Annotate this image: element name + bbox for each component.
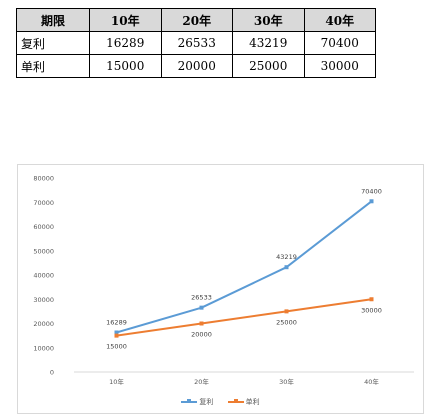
data-label: 15000 <box>106 343 127 351</box>
table-header-cell: 期限 <box>16 8 90 32</box>
chart-legend: 复利 单利 <box>18 397 423 407</box>
y-tick-label: 30000 <box>33 296 54 304</box>
table-header-row: 期限 10年 20年 30年 40年 <box>16 8 376 32</box>
table-header-cell: 30年 <box>232 8 305 32</box>
data-label: 43219 <box>276 253 297 261</box>
data-point <box>199 305 204 310</box>
data-point <box>369 297 374 302</box>
data-table: 期限 10年 20年 30年 40年 复利 16289 26533 43219 … <box>16 8 376 78</box>
data-point <box>284 265 289 270</box>
table-row-label: 复利 <box>16 31 90 55</box>
legend-label: 复利 <box>199 398 214 406</box>
data-label: 20000 <box>191 331 212 339</box>
table-cell: 70400 <box>303 31 376 55</box>
table-row-label: 单利 <box>16 54 90 78</box>
chart-plot: 0 10000 20000 30000 40000 50000 60000 70000 8000… <box>33 175 414 386</box>
data-point <box>114 330 119 335</box>
table-cell: 30000 <box>303 54 376 78</box>
table-header-cell: 40年 <box>303 8 376 32</box>
data-label: 70400 <box>361 187 382 195</box>
legend-swatch-simple <box>227 399 244 403</box>
x-tick-label: 20年 <box>194 377 209 386</box>
table-row: 复利 16289 26533 43219 70400 <box>16 31 376 55</box>
y-tick-label: 10000 <box>33 344 54 352</box>
series-line <box>115 298 373 337</box>
table-cell: 20000 <box>160 54 233 78</box>
table-cell: 43219 <box>232 31 305 55</box>
series-line <box>115 200 373 334</box>
legend-swatch-compound <box>181 399 198 403</box>
data-point <box>284 309 289 314</box>
legend-label: 单利 <box>245 398 260 406</box>
y-tick-label: 40000 <box>33 272 54 280</box>
y-tick-label: 60000 <box>33 223 54 231</box>
table-header-cell: 20年 <box>160 8 233 32</box>
x-tick-label: 10年 <box>109 377 124 386</box>
y-tick-label: 80000 <box>33 175 54 183</box>
data-point <box>114 333 119 338</box>
x-tick-label: 30年 <box>279 377 294 386</box>
legend-item-compound: 复利 <box>181 397 213 407</box>
y-tick-label: 50000 <box>33 247 54 255</box>
data-label: 25000 <box>276 318 297 326</box>
data-label: 30000 <box>361 306 382 314</box>
line-chart: 0 10000 20000 30000 40000 50000 60000 70000 8000… <box>17 164 424 414</box>
table-cell: 16289 <box>89 31 162 55</box>
table-header-cell: 10年 <box>89 8 162 32</box>
table-cell: 26533 <box>160 31 233 55</box>
y-tick-label: 0 <box>50 369 54 377</box>
legend-item-simple: 单利 <box>227 397 260 407</box>
table-cell: 25000 <box>232 54 305 78</box>
data-label: 16289 <box>106 318 127 326</box>
data-label: 26533 <box>191 294 212 302</box>
table-row: 单利 15000 20000 25000 30000 <box>16 54 376 78</box>
x-tick-label: 40年 <box>364 377 379 386</box>
y-tick-label: 70000 <box>33 199 54 207</box>
y-tick-label: 20000 <box>33 320 54 328</box>
table-cell: 15000 <box>89 54 162 78</box>
data-point <box>369 199 374 204</box>
data-point <box>199 321 204 326</box>
